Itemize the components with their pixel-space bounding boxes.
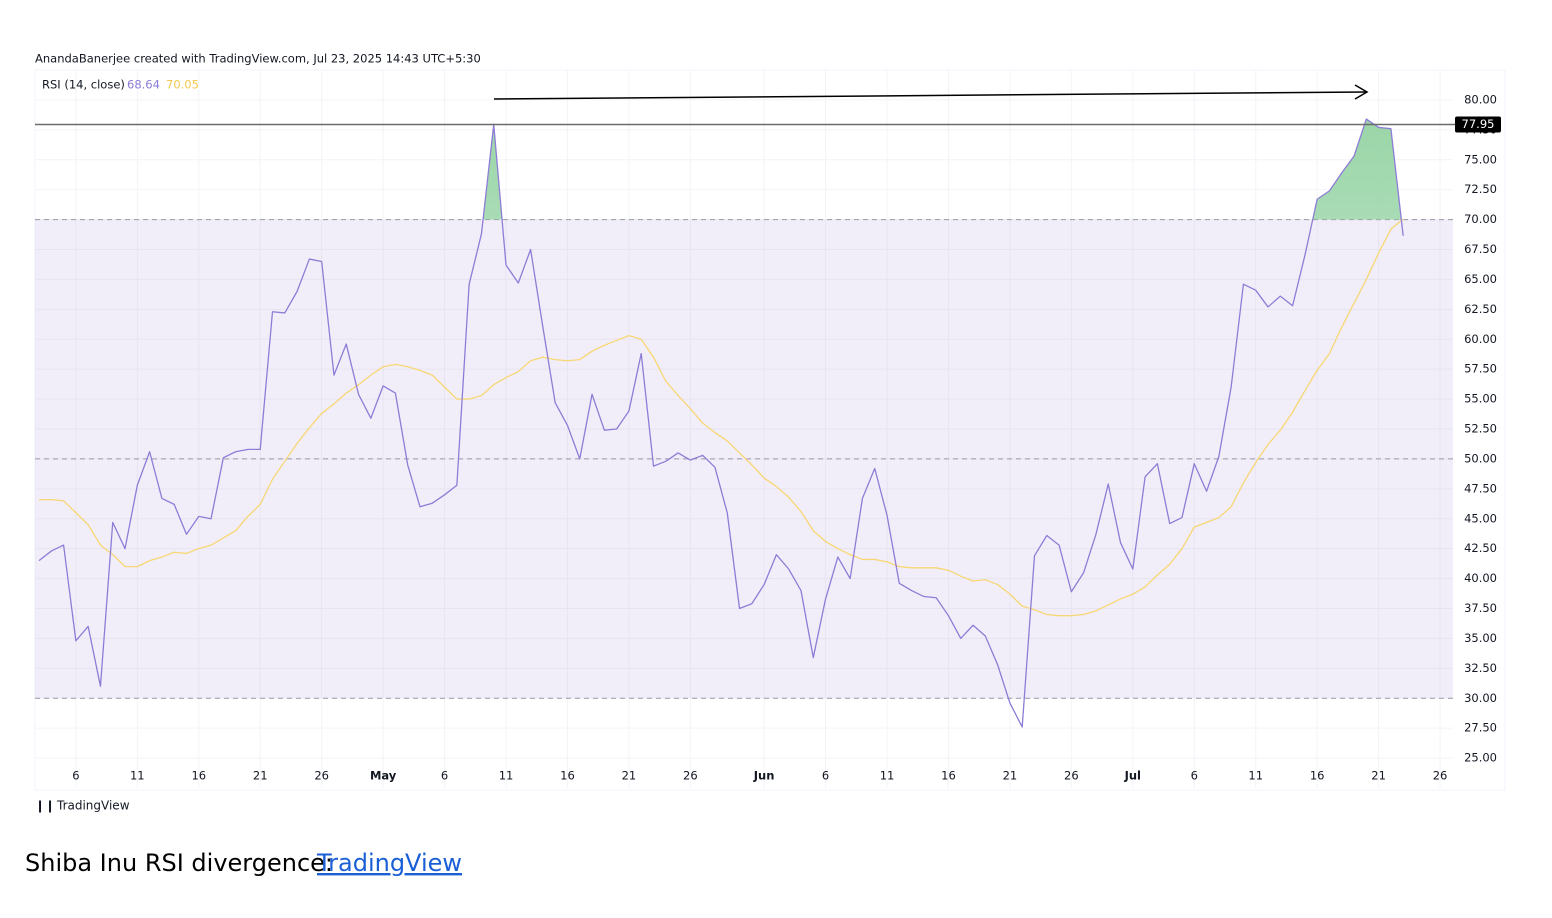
logo-text: TradingView xyxy=(56,799,130,813)
y-tick-label: 47.50 xyxy=(1464,481,1497,495)
x-tick-label: 26 xyxy=(1433,769,1448,783)
x-tick-label: 6 xyxy=(72,769,79,783)
x-tick-label: 26 xyxy=(683,769,698,783)
x-tick-label: 21 xyxy=(1003,769,1018,783)
y-tick-label: 67.50 xyxy=(1464,242,1497,256)
y-tick-label: 55.00 xyxy=(1464,392,1497,406)
x-tick-label: 11 xyxy=(880,769,895,783)
y-tick-label: 40.00 xyxy=(1464,571,1497,585)
y-tick-label: 75.00 xyxy=(1464,152,1497,166)
x-tick-label: 21 xyxy=(1371,769,1386,783)
logo-mark: ❙❙ xyxy=(35,799,55,813)
y-tick-label: 27.50 xyxy=(1464,721,1497,735)
x-tick-label: May xyxy=(370,769,397,783)
x-tick-label: 16 xyxy=(1310,769,1325,783)
x-tick-label: 21 xyxy=(253,769,268,783)
x-tick-label: 16 xyxy=(191,769,206,783)
x-tick-label: 26 xyxy=(1064,769,1079,783)
series-line xyxy=(38,118,1404,728)
x-tick-label: 11 xyxy=(499,769,514,783)
x-tick-label: 6 xyxy=(441,769,448,783)
footer-logo: ❙❙ TradingView xyxy=(35,799,130,813)
price-badge xyxy=(1455,116,1501,133)
y-tick-label: 25.00 xyxy=(1464,751,1497,765)
panel-border xyxy=(34,69,1506,791)
y-tick-label: 62.50 xyxy=(1464,302,1497,316)
y-tick-label: 60.00 xyxy=(1464,332,1497,346)
divergence-arrow xyxy=(493,91,1367,100)
y-tick-label: 45.00 xyxy=(1464,511,1497,525)
price-badge-label: 77.95 xyxy=(1462,117,1495,131)
x-tick-label: Jun xyxy=(753,769,775,783)
series-line xyxy=(39,218,1404,617)
y-tick-label: 50.00 xyxy=(1464,451,1497,465)
x-tick-label: 16 xyxy=(941,769,956,783)
x-tick-label: 26 xyxy=(314,769,329,783)
y-tick-label: 42.50 xyxy=(1464,541,1497,555)
y-tick-label: 72.50 xyxy=(1464,182,1497,196)
legend-rsi-value: 68.64 xyxy=(127,78,160,92)
x-tick-label: Jul xyxy=(1124,769,1141,783)
arrow-head xyxy=(1354,84,1369,100)
y-tick-label: 65.00 xyxy=(1464,272,1497,286)
y-tick-label: 35.00 xyxy=(1464,631,1497,645)
x-tick-label: 21 xyxy=(622,769,637,783)
y-tick-label: 30.00 xyxy=(1464,691,1497,705)
x-tick-label: 16 xyxy=(560,769,575,783)
y-tick-label: 52.50 xyxy=(1464,422,1497,436)
header: AnandaBanerjee created with TradingView.… xyxy=(35,52,481,66)
y-tick-label: 32.50 xyxy=(1464,661,1497,675)
x-tick-label: 11 xyxy=(130,769,145,783)
legend-ma-value: 70.05 xyxy=(166,78,199,92)
y-tick-label: 80.00 xyxy=(1464,92,1497,106)
caption-link[interactable]: TradingView xyxy=(316,849,462,877)
legend-label: RSI (14, close) xyxy=(42,78,125,92)
y-tick-label: 70.00 xyxy=(1464,212,1497,226)
x-tick-label: 11 xyxy=(1248,769,1263,783)
y-tick-label: 37.50 xyxy=(1464,601,1497,615)
caption: Shiba Inu RSI divergence: xyxy=(25,849,333,877)
y-tick-label: 57.50 xyxy=(1464,362,1497,376)
x-tick-label: 6 xyxy=(1191,769,1198,783)
band-fill xyxy=(35,219,1453,699)
x-tick-label: 6 xyxy=(822,769,829,783)
